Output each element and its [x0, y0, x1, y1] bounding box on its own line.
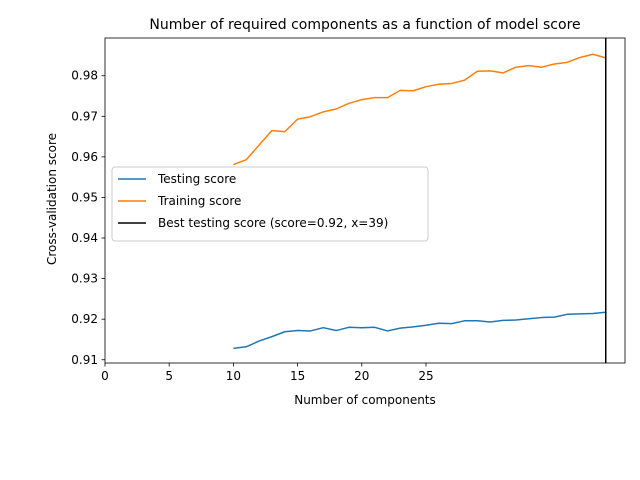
y-tick-label: 0.91: [71, 353, 98, 367]
chart-title: Number of required components as a funct…: [149, 17, 580, 33]
x-axis-ticks: 0 5 10 15 20 25: [101, 363, 434, 383]
x-tick-label: 25: [418, 369, 433, 383]
x-tick-label: 5: [165, 369, 173, 383]
legend-box: [111, 166, 429, 242]
y-tick-label: 0.96: [71, 150, 98, 164]
y-axis-label: Cross-validation score: [45, 133, 59, 265]
x-tick-label: 0: [101, 369, 109, 383]
x-tick-label: 15: [290, 369, 305, 383]
legend-label: Best testing score (score=0.92, x=39): [158, 216, 388, 230]
y-axis-ticks: 0.91 0.92 0.93 0.94 0.95 0.96 0.97 0.98: [71, 69, 105, 367]
y-tick-label: 0.98: [71, 69, 98, 83]
y-tick-label: 0.95: [71, 190, 98, 204]
series-line-0: [233, 311, 606, 350]
x-axis-label: Number of components: [294, 393, 436, 407]
x-tick-label: 10: [226, 369, 241, 383]
axes-frame: [104, 37, 626, 364]
y-tick-label: 0.93: [71, 272, 98, 286]
legend: Testing score Training score Best testing …: [111, 166, 429, 242]
legend-label: Training score: [157, 194, 241, 208]
series-line-1: [233, 53, 606, 166]
plot-area: [104, 37, 626, 364]
x-tick-label: 20: [354, 369, 369, 383]
legend-label: Testing score: [157, 172, 236, 186]
y-tick-label: 0.92: [71, 312, 98, 326]
y-tick-label: 0.97: [71, 109, 98, 123]
y-tick-label: 0.94: [71, 231, 98, 245]
